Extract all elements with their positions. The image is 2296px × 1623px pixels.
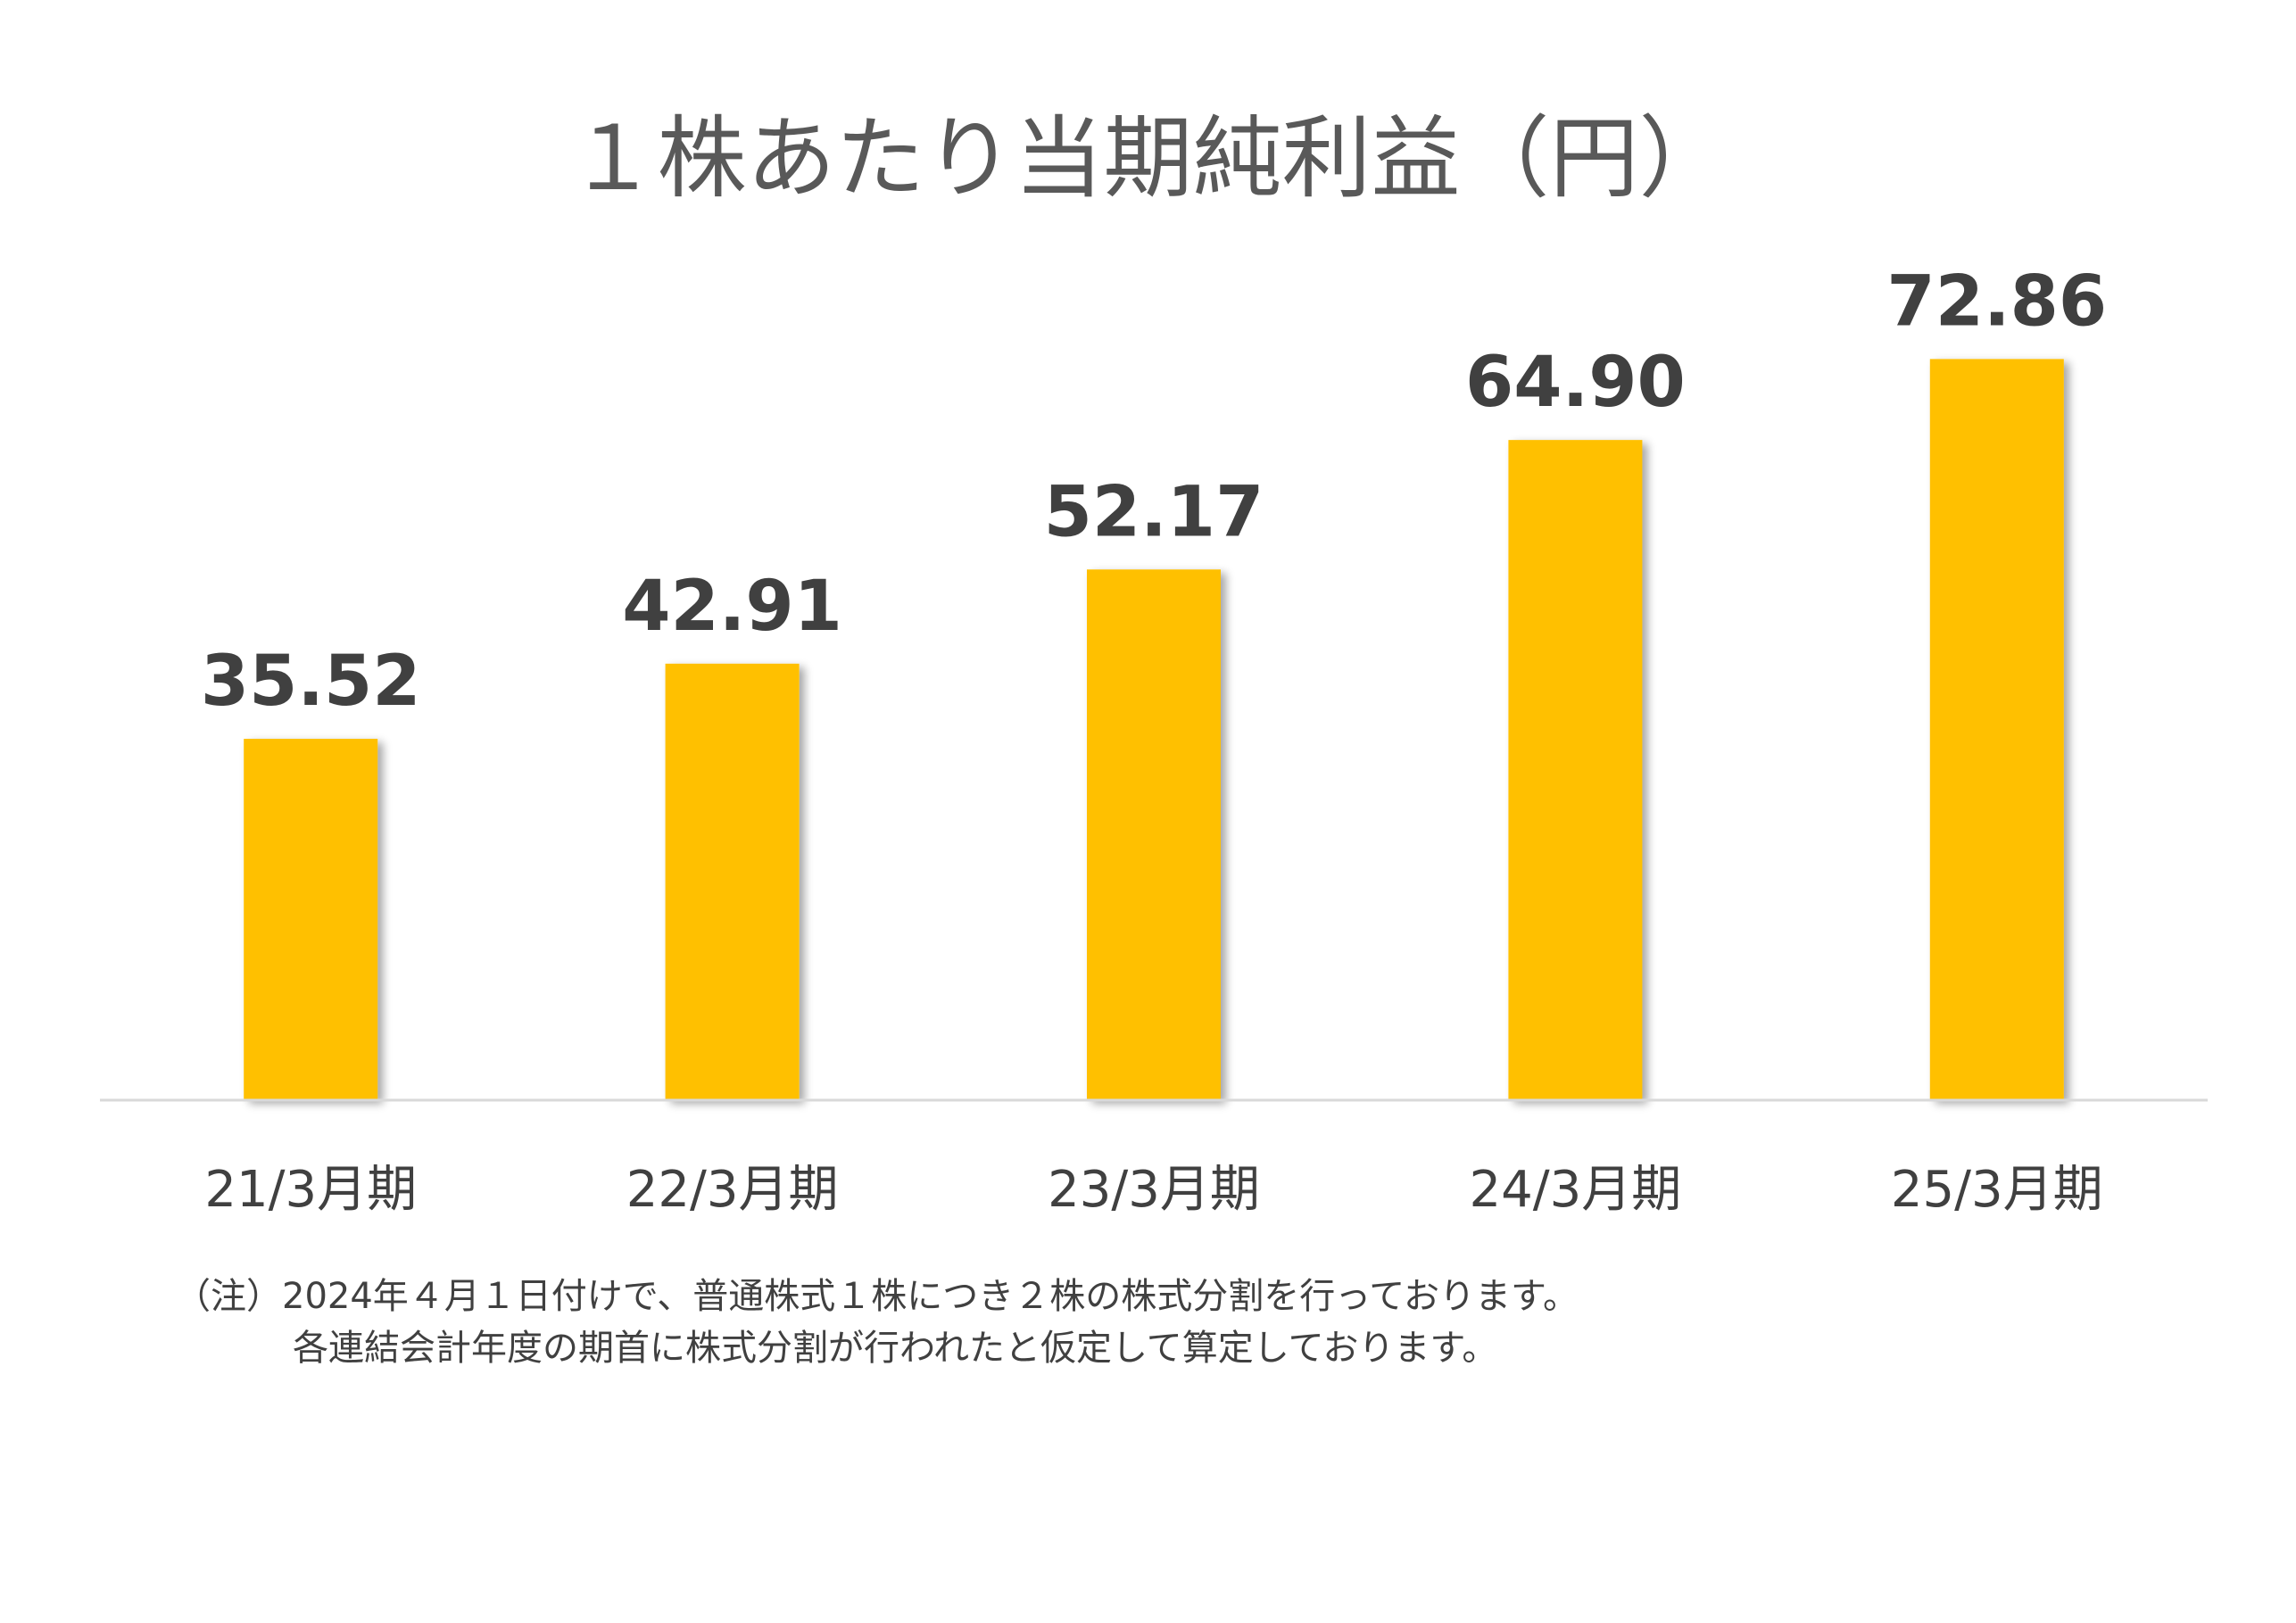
category-label-4: 24/3月期 [1470, 1161, 1682, 1219]
bar-4 [1508, 440, 1643, 1100]
category-label-1: 21/3月期 [204, 1161, 417, 1219]
value-label-1: 35.52 [201, 642, 421, 722]
bars-layer [244, 359, 2064, 1100]
category-label-2: 22/3月期 [626, 1161, 839, 1219]
bar-5 [1929, 359, 2064, 1100]
bar-2 [665, 663, 800, 1100]
labels-layer: 35.52 21/3月期 42.91 22/3月期 52.17 23/3月期 64.90 24… [201, 261, 2107, 1219]
footnote-line-1: （注）2024年４月１日付けで、普通株式１株につき２株の株式分割を行っております… [175, 1276, 1579, 1317]
bar-3 [1087, 569, 1221, 1100]
chart-title: １株あたり当期純利益（円） [568, 106, 1728, 211]
category-label-5: 25/3月期 [1891, 1161, 2103, 1219]
value-label-4: 64.90 [1465, 343, 1686, 423]
footnote: （注）2024年４月１日付けで、普通株式１株につき２株の株式分割を行っております… [175, 1271, 1579, 1374]
value-label-2: 42.91 [622, 567, 842, 647]
footnote-line-2: 各連結会計年度の期首に株式分割が行われたと仮定して算定しております。 [293, 1328, 1498, 1369]
value-label-3: 52.17 [1044, 472, 1264, 552]
bar-1 [244, 739, 378, 1100]
value-label-5: 72.86 [1886, 261, 2107, 342]
category-label-3: 23/3月期 [1048, 1161, 1260, 1219]
